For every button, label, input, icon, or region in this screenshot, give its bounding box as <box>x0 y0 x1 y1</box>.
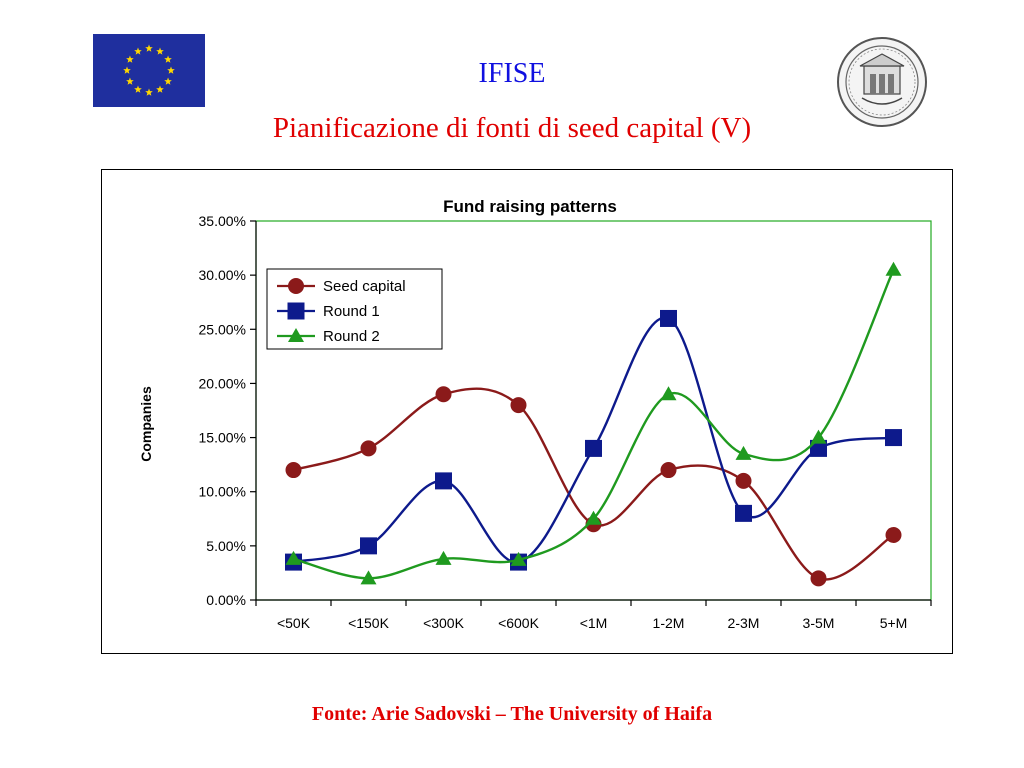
eu-star-icon <box>164 55 172 63</box>
seed-capital-point <box>660 462 677 479</box>
y-tick-label: 25.00% <box>199 321 246 337</box>
round-1-point <box>360 537 377 555</box>
seed-capital-line <box>293 387 895 581</box>
eu-star-icon <box>167 66 175 74</box>
series-seed-capital <box>285 386 902 587</box>
seed-capital-point <box>435 386 452 403</box>
slide-title: IFISE <box>478 58 546 89</box>
series-round-2 <box>285 261 902 585</box>
legend-swatch-marker <box>287 302 305 320</box>
y-tick-label: 10.00% <box>199 484 246 500</box>
x-tick-label: <50K <box>277 615 311 631</box>
y-tick-label: 30.00% <box>199 267 246 283</box>
legend-label: Round 1 <box>323 303 380 320</box>
y-tick-label: 5.00% <box>206 538 246 554</box>
chart-legend: Seed capital Round 1 Round 2 <box>266 268 443 350</box>
eu-star-icon <box>156 47 164 55</box>
round-2-point <box>735 445 752 460</box>
round-2-point <box>810 429 827 444</box>
round-2-point <box>510 551 527 566</box>
round-2-point <box>435 550 452 565</box>
legend-swatch-marker <box>288 328 304 342</box>
slide-subtitle: Pianificazione di fonti di seed capital … <box>272 112 752 144</box>
x-tick-label: <600K <box>498 615 540 631</box>
eu-star-icon <box>126 55 134 63</box>
fund-raising-chart: Fund raising patterns Companies 0.00% 5.0… <box>138 197 932 631</box>
round-2-point <box>285 550 302 565</box>
x-tick-label: 2-3M <box>728 615 760 631</box>
round-1-point <box>585 439 602 457</box>
x-tick-label: <150K <box>348 615 390 631</box>
seed-capital-point <box>810 570 827 587</box>
legend-label: Round 2 <box>323 328 380 345</box>
eu-flag-logo <box>93 34 205 107</box>
round-2-point <box>660 386 677 401</box>
round-1-point <box>885 429 902 447</box>
x-tick-label: <300K <box>423 615 465 631</box>
eu-star-icon <box>126 77 134 85</box>
eu-star-icon <box>123 66 131 74</box>
round-1-point <box>435 472 452 490</box>
seed-capital-point <box>285 462 302 479</box>
eu-star-icon <box>145 88 153 96</box>
round-1-point <box>735 504 752 522</box>
y-tick-label: 0.00% <box>206 592 246 608</box>
legend-label: Seed capital <box>323 278 406 295</box>
seed-capital-point <box>510 397 527 414</box>
seed-capital-point <box>885 527 902 544</box>
y-axis-label: Companies <box>138 386 154 462</box>
legend-item-round-2: Round 2 <box>277 328 380 345</box>
eu-star-icon <box>134 85 142 93</box>
eu-star-icon <box>164 77 172 85</box>
y-tick-label: 20.00% <box>199 375 246 391</box>
source-note: Fonte: Arie Sadovski – The University of… <box>311 703 713 725</box>
eu-flag-stars <box>123 44 175 96</box>
seed-capital-point <box>735 472 752 489</box>
seed-capital-point <box>360 440 377 457</box>
eu-star-icon <box>145 44 153 52</box>
eu-star-icon <box>134 47 142 55</box>
round-2-point <box>585 510 602 525</box>
legend-item-round-1: Round 1 <box>277 302 380 320</box>
x-tick-label: 1-2M <box>653 615 685 631</box>
round-1-point <box>660 309 677 327</box>
x-tick-label: 3-5M <box>803 615 835 631</box>
chart-title: Fund raising patterns <box>443 197 617 216</box>
x-tick-label: <1M <box>580 615 608 631</box>
legend-swatch-marker <box>288 278 304 294</box>
round-2-point <box>360 570 377 585</box>
eu-star-icon <box>156 85 164 93</box>
legend-item-seed-capital: Seed capital <box>277 278 406 295</box>
x-tick-label: 5+M <box>880 615 908 631</box>
y-tick-label: 35.00% <box>199 213 246 229</box>
y-tick-label: 15.00% <box>199 430 246 446</box>
university-seal-logo <box>837 37 927 127</box>
round-2-point <box>885 261 902 276</box>
round-1-line <box>293 316 894 564</box>
